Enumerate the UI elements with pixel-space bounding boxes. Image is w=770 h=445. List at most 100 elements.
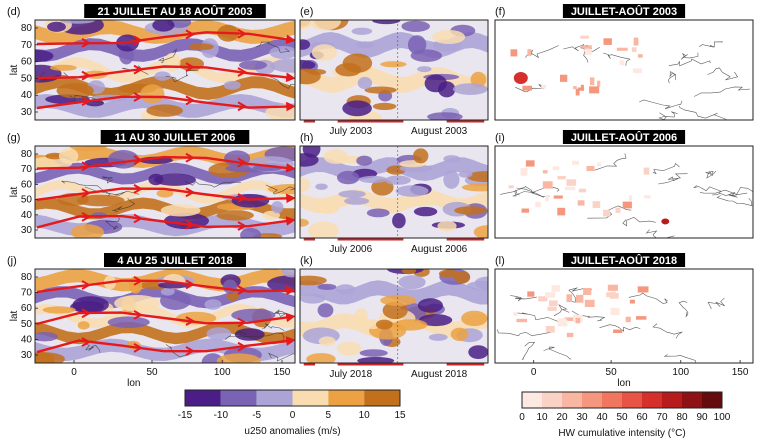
lon-axis-label: lon: [617, 378, 630, 389]
coastline: [568, 287, 592, 303]
anomaly-blob: [413, 206, 438, 217]
jet-chevron: [237, 28, 248, 39]
hw-cell: [631, 47, 637, 52]
jet-chevron: [81, 96, 92, 106]
jet-chevron: [81, 161, 92, 172]
hw-cell: [622, 201, 632, 209]
lon-tick-label: 50: [606, 367, 618, 378]
hw-cell: [566, 179, 577, 186]
coastline: [268, 352, 295, 362]
anomaly-blob: [432, 30, 466, 44]
hw-cell: [609, 293, 619, 299]
panel-g: 11 AU 30 JUILLET 2006 80 70 60 50 40 30 lat (g): [7, 130, 296, 239]
anomaly-blob: [153, 173, 196, 186]
jet-stream-arrow: [36, 336, 295, 354]
hw-cell: [566, 294, 572, 303]
u250-swatch: [256, 390, 293, 406]
coastline: [599, 324, 641, 332]
anomaly-blob: [392, 213, 406, 229]
anomaly-blob: [216, 210, 254, 221]
anomaly-band: [35, 162, 295, 185]
anomaly-blob: [271, 201, 284, 214]
hw-cell: [575, 294, 584, 303]
anomaly-blob: [335, 62, 362, 77]
jet-chevron: [81, 337, 92, 347]
anomaly-blob: [309, 20, 341, 31]
u250-tick-label: 10: [359, 410, 371, 421]
hw-cell: [583, 288, 592, 295]
coastline: [510, 295, 537, 302]
jet-chevron: [185, 279, 196, 290]
jet-stream-arrow: [36, 311, 295, 326]
hw-cell: [603, 209, 611, 217]
coastline: [165, 70, 199, 83]
coastline: [522, 342, 536, 361]
panel-frame: [299, 268, 489, 364]
anomaly-blob: [424, 74, 447, 93]
panel-content: [495, 146, 753, 238]
anomaly-blob: [342, 100, 372, 117]
coastline: [668, 58, 711, 67]
anomaly-blob: [77, 321, 90, 330]
panel-frame: [494, 19, 754, 121]
panel-frame: [299, 145, 489, 239]
coastline: [158, 48, 178, 63]
coastline: [594, 153, 627, 171]
anomaly-blob: [222, 279, 238, 294]
anomaly-blob: [454, 206, 487, 215]
coastline: [628, 292, 668, 304]
anomaly-blob: [188, 43, 214, 51]
panel-content: [300, 146, 488, 238]
coastline: [265, 184, 295, 195]
coastline: [622, 217, 656, 227]
anomaly-blob: [152, 20, 175, 32]
panel-content: [300, 269, 488, 363]
hw-cell: [572, 160, 579, 165]
coastline: [61, 180, 111, 196]
lat-tick-label: 70: [21, 40, 33, 51]
anomaly-blob: [419, 314, 453, 327]
jet-chevron: [81, 308, 92, 319]
month-label-july: July 2003: [329, 126, 372, 137]
anomaly-blob: [380, 61, 407, 68]
jet-chevron: [237, 157, 248, 168]
coastline: [658, 111, 678, 120]
anomaly-blob: [427, 112, 463, 120]
panel-title: JUILLET-AOÛT 2003: [571, 5, 677, 18]
hw-tick-label: 30: [576, 412, 588, 423]
anomaly-blob: [372, 102, 397, 110]
jet-chevron: [133, 310, 144, 320]
hw-cell: [597, 80, 601, 87]
hw-cell: [553, 195, 563, 199]
anomaly-blob: [269, 46, 295, 59]
hw-cell: [545, 195, 550, 202]
jet-stream-arrow: [36, 65, 295, 83]
panel-title: 11 AU 30 JUILLET 2006: [115, 132, 236, 144]
anomaly-blob: [140, 84, 165, 104]
lon-tick-label: 0: [71, 367, 77, 378]
hw-cell: [578, 188, 587, 193]
jet-chevron: [133, 342, 144, 353]
coastline: [700, 187, 753, 195]
anomaly-blob: [382, 301, 408, 320]
anomaly-blob: [306, 353, 336, 363]
hw-cell: [552, 166, 560, 171]
lon-tick-label: 100: [214, 367, 231, 378]
hw-cell: [643, 167, 650, 175]
anomaly-blob: [47, 21, 66, 32]
jet-stream-arrow: [36, 187, 295, 204]
jet-stream-arrow: [36, 214, 295, 229]
jet-chevron: [185, 95, 196, 106]
anomaly-blob: [380, 294, 417, 306]
u250-swatch: [364, 390, 400, 406]
anomaly-blob: [114, 295, 161, 312]
anomaly-blob: [154, 71, 171, 81]
anomaly-blob: [204, 299, 222, 310]
hw-cell: [557, 320, 568, 327]
anomaly-blob: [49, 64, 77, 71]
hw-cell: [521, 208, 530, 213]
hw-cell: [581, 45, 592, 49]
jet-chevron: [81, 37, 92, 48]
coastline: [707, 297, 725, 310]
panel-title: JUILLET-AOÛT 2006: [571, 131, 677, 144]
